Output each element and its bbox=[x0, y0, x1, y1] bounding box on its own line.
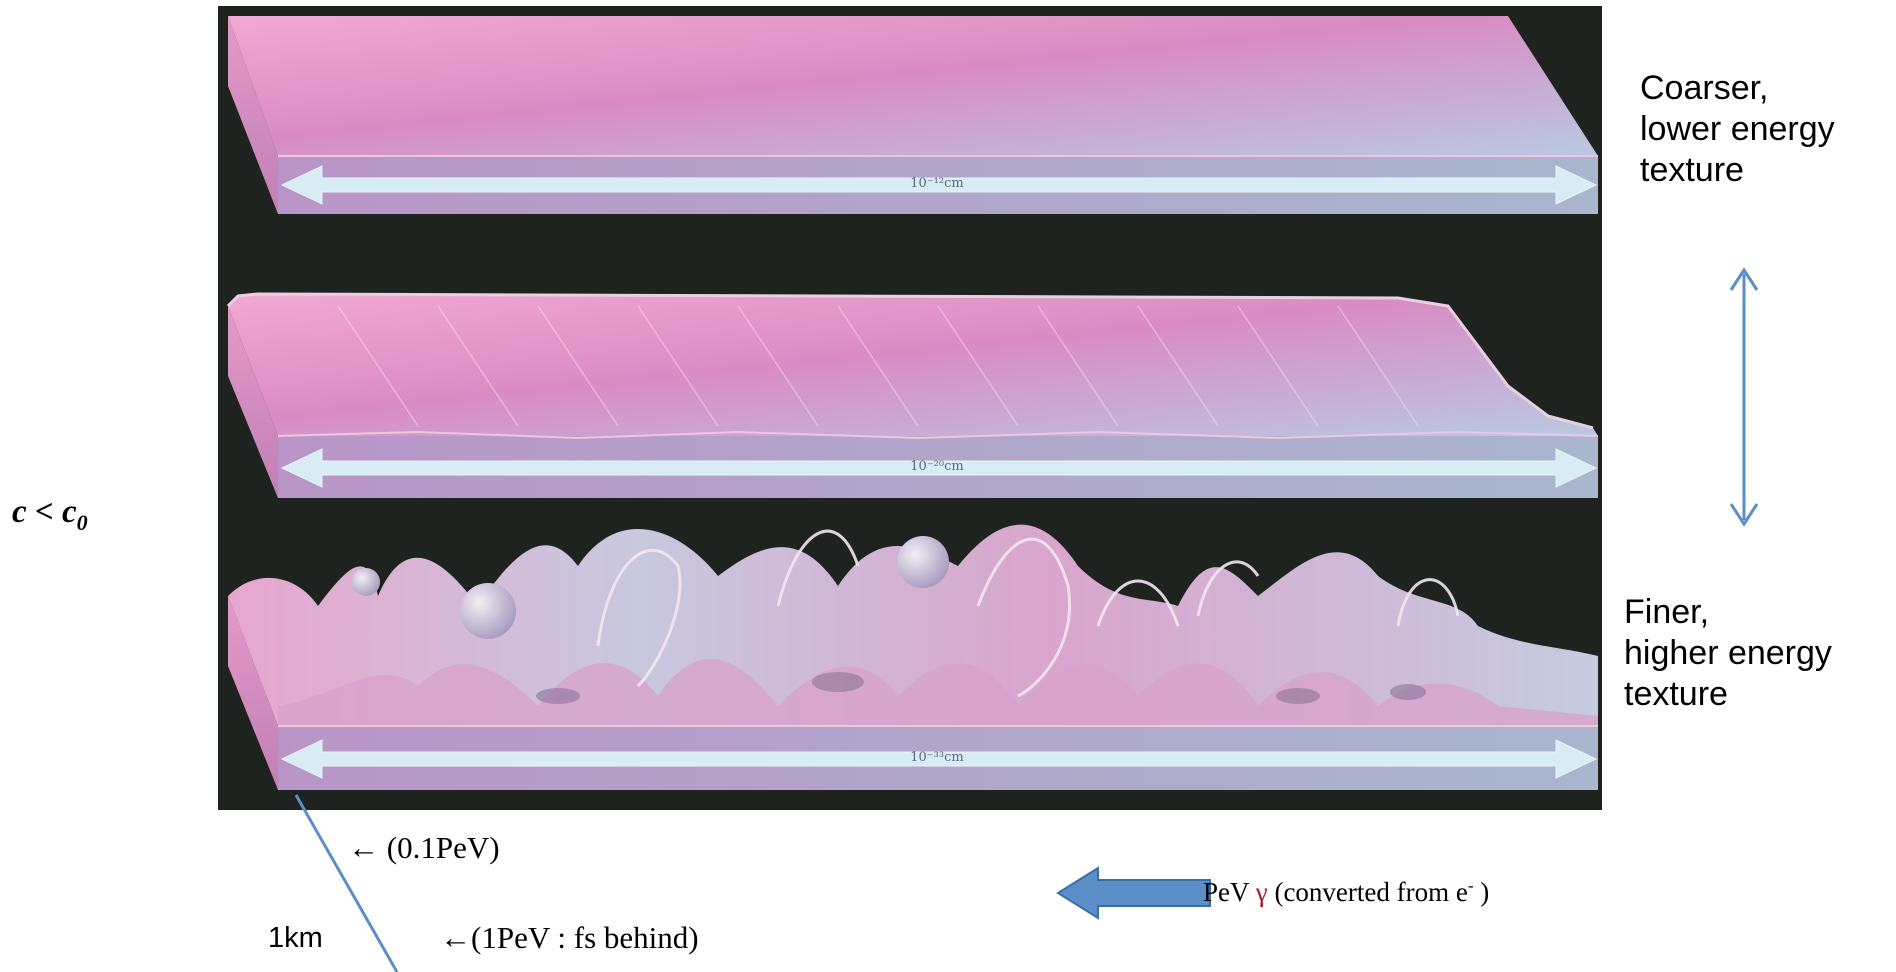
pev-1-label: ←(1PeV : fs behind) bbox=[440, 920, 699, 955]
coarser-line-1: Coarser, bbox=[1640, 69, 1769, 107]
coarser-line-3: texture bbox=[1640, 151, 1744, 189]
finer-line-3: texture bbox=[1624, 675, 1728, 713]
scale-label-coarse: 10⁻¹²cm bbox=[910, 176, 964, 191]
slab-fine bbox=[228, 524, 1598, 790]
photon-label: PeV γ (converted from e- ) bbox=[1203, 876, 1490, 907]
distance-label: 1km bbox=[268, 922, 323, 954]
light-cone-line bbox=[294, 794, 399, 972]
scale-arrow-fine bbox=[280, 739, 1598, 779]
scale-arrow-coarse bbox=[280, 165, 1598, 205]
pev-01-label: ← (0.1PeV) bbox=[348, 830, 500, 865]
coarser-texture-note: Coarser, lower energy texture bbox=[1640, 68, 1835, 191]
finer-line-2: higher energy bbox=[1624, 634, 1832, 672]
slab-drawing bbox=[226, 16, 1599, 790]
spacetime-illustration: 10⁻¹²cm 10⁻²⁰cm 10⁻³³cm bbox=[218, 6, 1602, 810]
scale-arrow-medium bbox=[280, 448, 1598, 488]
energy-scale-arrow bbox=[1729, 267, 1759, 527]
scale-label-fine: 10⁻³³cm bbox=[910, 750, 964, 765]
coarser-line-2: lower energy bbox=[1640, 110, 1835, 148]
finer-texture-note: Finer, higher energy texture bbox=[1624, 592, 1832, 715]
finer-line-1: Finer, bbox=[1624, 593, 1710, 631]
scale-arrows bbox=[280, 165, 1598, 779]
scale-label-medium: 10⁻²⁰cm bbox=[910, 459, 964, 474]
photon-direction-arrow bbox=[1056, 866, 1211, 920]
gamma-symbol: γ bbox=[1255, 877, 1268, 907]
speed-of-light-label: c < c0 bbox=[12, 494, 88, 535]
